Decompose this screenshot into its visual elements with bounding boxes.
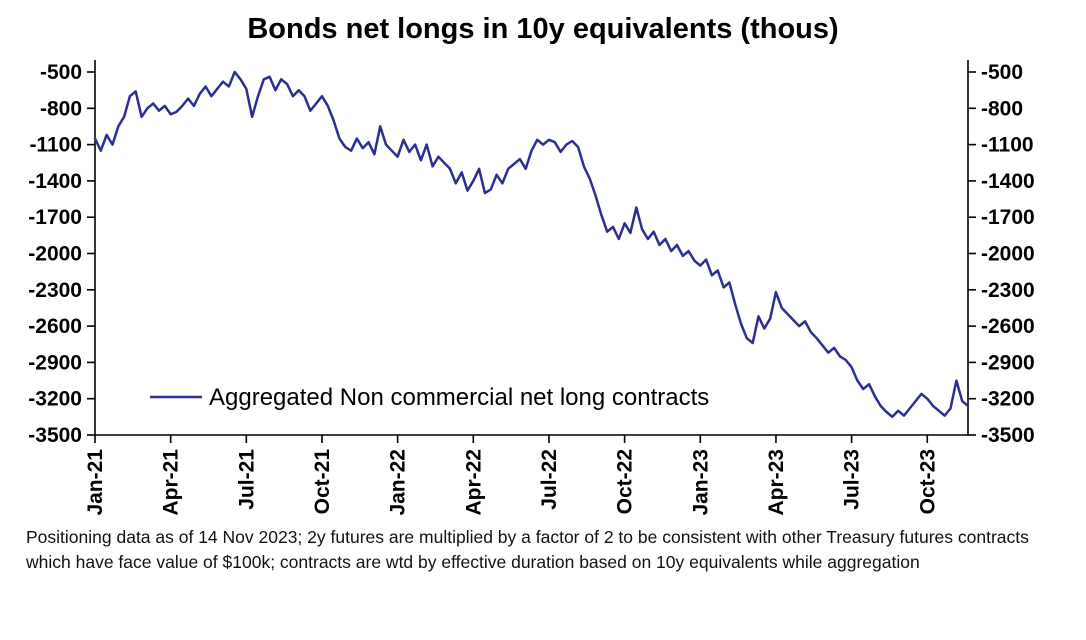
y-axis-label-left: -2900 — [28, 351, 82, 374]
y-axis-label-left: -1100 — [29, 134, 82, 157]
footnote-text: Positioning data as of 14 Nov 2023; 2y f… — [26, 527, 1029, 572]
y-axis-label-left: -800 — [40, 97, 82, 120]
y-axis-label-right: -800 — [981, 97, 1023, 120]
x-axis-label: Oct-23 — [916, 449, 939, 514]
y-axis-label-left: -500 — [40, 61, 82, 84]
x-axis-label: Jan-21 — [84, 449, 107, 516]
y-axis-label-left: -1400 — [28, 170, 82, 193]
y-axis-label-right: -1700 — [981, 206, 1035, 229]
chart-title: Bonds net longs in 10y equivalents (thou… — [247, 13, 839, 45]
x-axis-label: Oct-21 — [311, 449, 334, 515]
y-axis-label-left: -3500 — [28, 424, 82, 447]
line-chart: -500 -500 -800 -800 -1100 -1100 -1400 -1400 -170… — [28, 60, 1035, 516]
y-axis-label-right: -500 — [981, 61, 1023, 84]
y-axis-label-right: -2300 — [981, 279, 1035, 302]
y-axis-label-right: -3200 — [981, 388, 1035, 411]
legend-label: Aggregated Non commercial net long contr… — [209, 384, 709, 411]
x-axis-label: Jul-22 — [538, 449, 561, 510]
x-axis-label: Jul-21 — [235, 449, 258, 510]
x-axis-label: Jan-23 — [689, 449, 712, 516]
series-line-aggregated-non-commercial — [93, 70, 970, 419]
x-axis-label: Jul-23 — [841, 449, 864, 510]
y-axis-label-right: -1100 — [981, 134, 1034, 157]
x-axis-label: Jan-22 — [387, 449, 410, 516]
y-axis-label-left: -2300 — [28, 279, 82, 302]
y-axis-label-left: -2600 — [28, 315, 82, 338]
y-axis-label-right: -3500 — [981, 424, 1035, 447]
y-axis-label-left: -3200 — [28, 388, 82, 411]
x-axis-label: Apr-23 — [765, 449, 788, 516]
x-axis-label: Apr-21 — [160, 449, 183, 516]
y-axis-label-right: -2900 — [981, 351, 1035, 374]
y-axis-label-left: -2000 — [28, 243, 82, 266]
x-axis-label: Oct-22 — [614, 449, 637, 514]
y-axis-label-left: -1700 — [28, 206, 82, 229]
x-axis-label: Apr-22 — [462, 449, 485, 516]
y-axis-label-right: -2000 — [981, 243, 1035, 266]
y-axis-label-right: -1400 — [981, 170, 1035, 193]
y-axis-label-right: -2600 — [981, 315, 1035, 338]
